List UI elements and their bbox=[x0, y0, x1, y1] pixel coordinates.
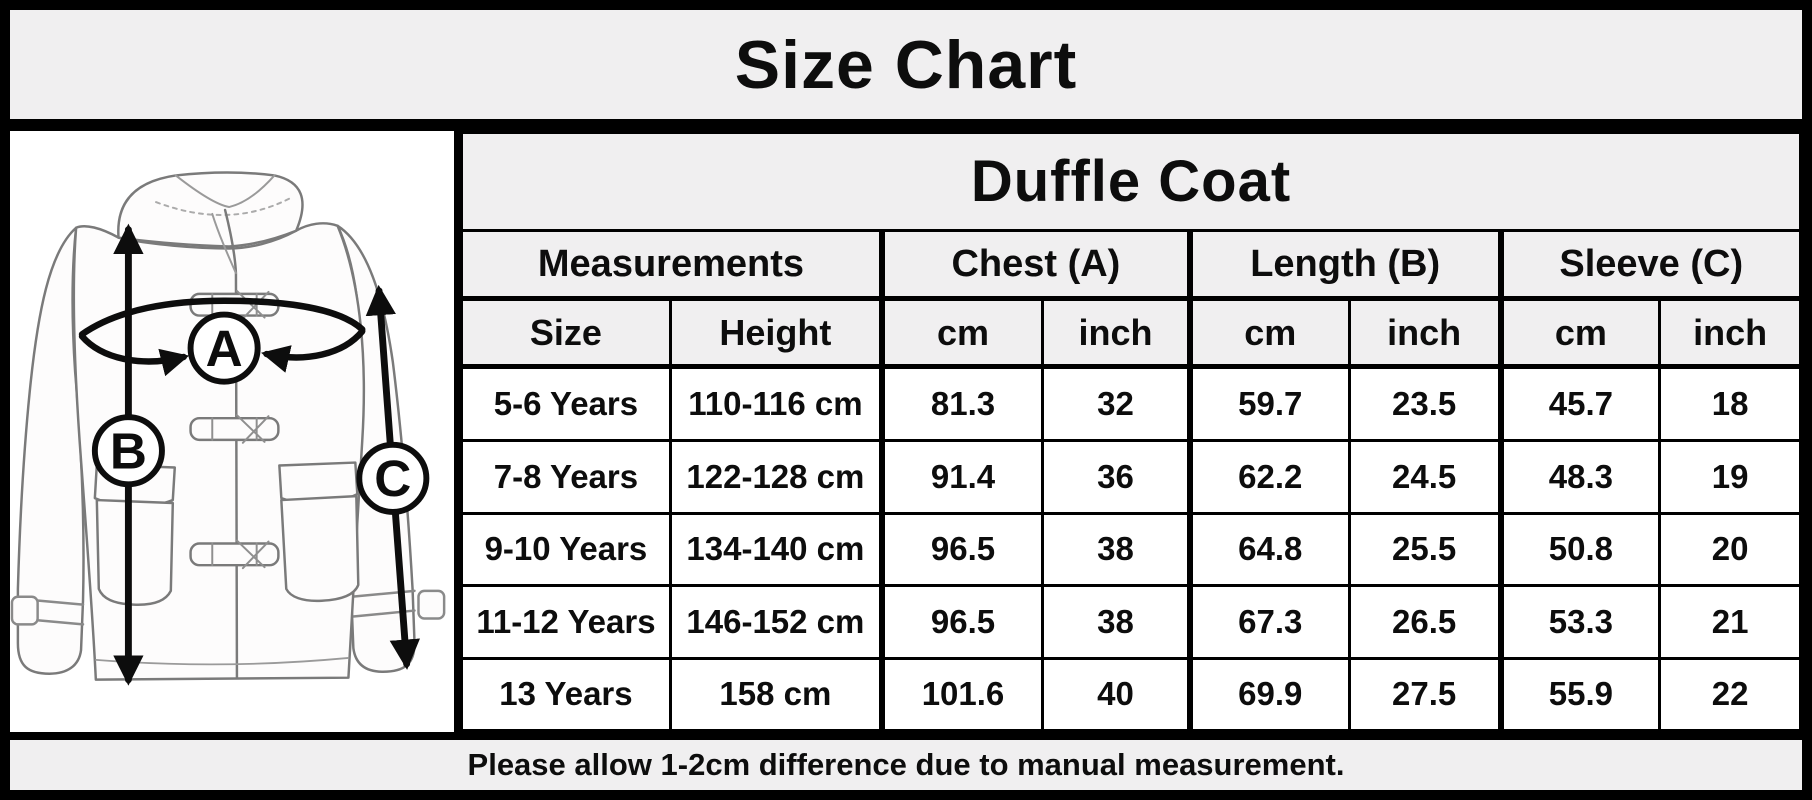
right-cuff-buckle bbox=[417, 589, 446, 620]
sleeve-inch-cell: 18 bbox=[1658, 364, 1802, 443]
size-table-wrap: Duffle Coat Measurements Chest (A) Lengt… bbox=[459, 131, 1802, 733]
sub-header-row: Size Height cm inch cm inch cm inch bbox=[460, 297, 1802, 369]
sleeve-inch-cell: 19 bbox=[1658, 439, 1802, 515]
table-row: 7-8 Years 122-128 cm 91.4 36 62.2 24.5 4… bbox=[460, 439, 1802, 515]
chest-inch-cell: 32 bbox=[1041, 364, 1192, 443]
length-inch-cell: 23.5 bbox=[1347, 364, 1503, 443]
collar-split-line bbox=[174, 174, 276, 209]
length-inch-cell: 25.5 bbox=[1347, 511, 1503, 588]
subheader-sleeve-inch: inch bbox=[1658, 297, 1802, 369]
subheader-sleeve-cm: cm bbox=[1497, 297, 1662, 369]
chest-cm-cell: 101.6 bbox=[878, 656, 1045, 733]
coat-outline-group bbox=[10, 171, 446, 681]
sleeve-badge-circle bbox=[356, 441, 430, 515]
left-cuff-buckle bbox=[10, 595, 39, 626]
subheader-length-inch: inch bbox=[1347, 297, 1503, 369]
header-chest: Chest (A) bbox=[878, 229, 1192, 301]
measurement-badges: A B C bbox=[91, 311, 430, 515]
subheader-size: Size bbox=[460, 297, 672, 369]
footer-note: Please allow 1-2cm difference due to man… bbox=[467, 747, 1345, 782]
length-inch-cell: 26.5 bbox=[1347, 584, 1503, 660]
chest-inch-cell: 40 bbox=[1041, 656, 1192, 733]
size-cell: 13 Years bbox=[460, 656, 672, 733]
toggle-fastener-2 bbox=[189, 414, 280, 444]
height-cell: 158 cm bbox=[668, 656, 884, 733]
chest-inch-cell: 38 bbox=[1041, 511, 1192, 588]
chest-cm-cell: 91.4 bbox=[878, 439, 1045, 515]
sleeve-cm-cell: 48.3 bbox=[1497, 439, 1662, 515]
table-row: 5-6 Years 110-116 cm 81.3 32 59.7 23.5 4… bbox=[460, 364, 1802, 443]
chest-cm-cell: 81.3 bbox=[878, 364, 1045, 443]
product-title: Duffle Coat bbox=[460, 131, 1802, 232]
height-cell: 134-140 cm bbox=[668, 511, 884, 588]
size-table: Duffle Coat Measurements Chest (A) Lengt… bbox=[459, 131, 1802, 733]
duffle-coat-sketch: A B C bbox=[10, 171, 446, 686]
chest-cm-cell: 96.5 bbox=[878, 584, 1045, 660]
size-cell: 11-12 Years bbox=[460, 584, 672, 660]
chest-arrow-left bbox=[78, 333, 190, 377]
length-cm-cell: 59.7 bbox=[1186, 364, 1351, 443]
size-chart-inner: Size Chart bbox=[10, 10, 1802, 790]
right-pocket bbox=[280, 494, 360, 603]
chest-inch-cell: 38 bbox=[1041, 584, 1192, 660]
sleeve-cm-cell: 53.3 bbox=[1497, 584, 1662, 660]
table-row: 13 Years 158 cm 101.6 40 69.9 27.5 55.9 … bbox=[460, 656, 1802, 733]
chest-badge-label: A bbox=[206, 320, 243, 377]
sleeve-cm-cell: 45.7 bbox=[1497, 364, 1662, 443]
chest-inch-cell: 36 bbox=[1041, 439, 1192, 515]
coat-diagram-panel: A B C bbox=[10, 131, 460, 732]
left-pocket bbox=[95, 498, 175, 606]
length-badge-label: B bbox=[110, 422, 147, 479]
subheader-length-cm: cm bbox=[1186, 297, 1351, 369]
length-inch-cell: 24.5 bbox=[1347, 439, 1503, 515]
footer-note-bar: Please allow 1-2cm difference due to man… bbox=[10, 732, 1802, 790]
coat-collar bbox=[117, 171, 304, 248]
sleeve-badge-label: C bbox=[374, 450, 411, 507]
table-row: 11-12 Years 146-152 cm 96.5 38 67.3 26.5… bbox=[460, 584, 1802, 660]
length-inch-cell: 27.5 bbox=[1347, 656, 1503, 733]
main-area: A B C bbox=[10, 131, 1802, 733]
length-cm-cell: 67.3 bbox=[1186, 584, 1351, 660]
subheader-chest-cm: cm bbox=[878, 297, 1045, 369]
size-cell: 9-10 Years bbox=[460, 511, 672, 588]
sleeve-inch-cell: 21 bbox=[1658, 584, 1802, 660]
sleeve-cm-cell: 50.8 bbox=[1497, 511, 1662, 588]
subheader-height: Height bbox=[668, 297, 884, 369]
group-header-row: Measurements Chest (A) Length (B) Sleeve… bbox=[459, 229, 1802, 301]
chest-arrow-right bbox=[261, 328, 366, 373]
sleeve-inch-cell: 20 bbox=[1658, 511, 1802, 588]
sleeve-inch-cell: 22 bbox=[1658, 656, 1802, 733]
header-length: Length (B) bbox=[1186, 229, 1502, 301]
header-sleeve: Sleeve (C) bbox=[1497, 229, 1802, 301]
height-cell: 110-116 cm bbox=[668, 364, 884, 443]
table-row: 9-10 Years 134-140 cm 96.5 38 64.8 25.5 … bbox=[460, 511, 1802, 588]
product-title-row: Duffle Coat bbox=[460, 131, 1802, 232]
length-cm-cell: 69.9 bbox=[1186, 656, 1351, 733]
length-badge-circle bbox=[91, 414, 165, 488]
sleeve-cm-cell: 55.9 bbox=[1497, 656, 1662, 733]
toggle-fastener-3 bbox=[189, 539, 280, 570]
chest-cm-cell: 96.5 bbox=[878, 511, 1045, 588]
length-cm-cell: 64.8 bbox=[1186, 511, 1351, 588]
chest-badge-circle bbox=[187, 311, 261, 385]
subheader-chest-inch: inch bbox=[1041, 297, 1192, 369]
title-bar: Size Chart bbox=[10, 10, 1802, 131]
length-cm-cell: 62.2 bbox=[1186, 439, 1351, 515]
height-cell: 122-128 cm bbox=[668, 439, 884, 515]
header-measurements: Measurements bbox=[459, 229, 884, 301]
height-cell: 146-152 cm bbox=[668, 584, 884, 660]
chest-arc bbox=[78, 297, 366, 338]
size-cell: 7-8 Years bbox=[460, 439, 672, 515]
lapel-line bbox=[211, 212, 237, 275]
page-title: Size Chart bbox=[734, 26, 1078, 103]
size-cell: 5-6 Years bbox=[460, 364, 672, 443]
